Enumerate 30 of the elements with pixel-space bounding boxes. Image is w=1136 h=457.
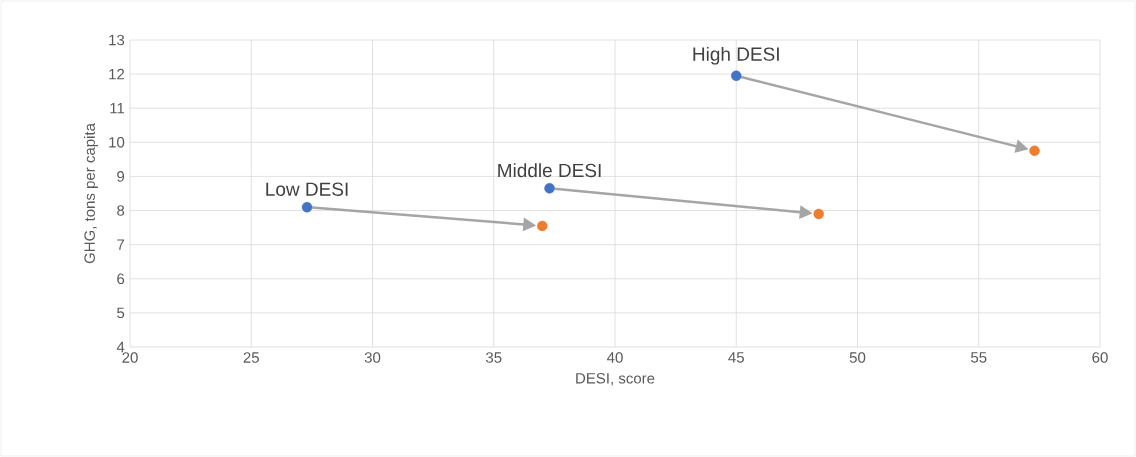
x-tick-label: 55 [971, 352, 987, 363]
x-tick-label: 30 [364, 352, 381, 363]
y-tick-label: 9 [117, 171, 125, 182]
y-tick-label: 11 [110, 103, 125, 114]
annotation: Middle DESI [498, 163, 601, 178]
x-tick-label: 45 [728, 352, 744, 363]
point [301, 201, 313, 213]
point [544, 183, 555, 194]
point [731, 70, 742, 82]
annotation: Low DESI [266, 182, 348, 196]
y-tick-label: 4 [116, 341, 125, 353]
y-tick-label: 7 [117, 239, 125, 250]
x-axis-title: DESI, score [576, 373, 655, 386]
x-tick-label: 60 [1092, 352, 1108, 363]
x-tick-label: 20 [122, 352, 138, 363]
annotation: High DESI [693, 46, 779, 65]
y-tick-label: 12 [109, 68, 125, 80]
y-tick-label: 13 [109, 34, 125, 46]
y-tick-label: 10 [109, 137, 125, 148]
x-tick-label: 40 [607, 352, 623, 363]
x-tick-label: 50 [849, 352, 866, 363]
x-tick-label: 25 [243, 352, 259, 363]
point [537, 220, 548, 232]
point [813, 208, 824, 220]
y-tick-label: 6 [117, 273, 125, 285]
x-tick-label: 35 [485, 352, 502, 363]
y-tick-label: 8 [117, 205, 125, 216]
y-tick-label: 5 [117, 307, 125, 319]
point [1029, 145, 1040, 157]
y-axis-title: GHG, tons per capita [83, 123, 98, 264]
